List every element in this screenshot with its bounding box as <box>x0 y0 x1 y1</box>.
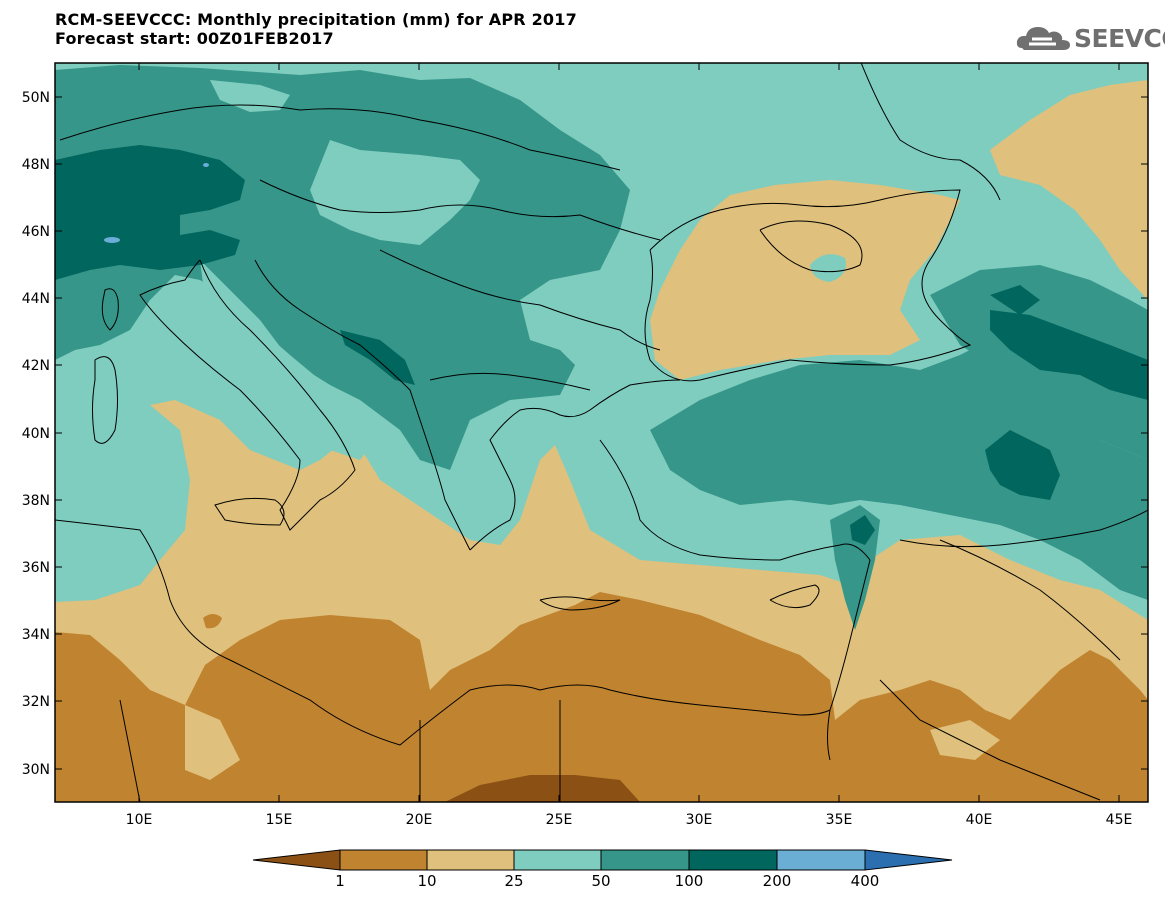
coast-corsica <box>101 288 119 331</box>
field-10-25-northeast <box>990 80 1148 300</box>
field-100-200-alps <box>55 145 245 280</box>
field-50-100-turkey <box>650 340 1148 600</box>
lon-label: 30E <box>686 812 713 828</box>
title-line-1: RCM-SEEVCCC: Monthly precipitation (mm) … <box>55 10 577 29</box>
field-100-200-dinaric <box>340 330 415 385</box>
coast-adriatic-east <box>254 259 471 551</box>
map-title: RCM-SEEVCCC: Monthly precipitation (mm) … <box>55 10 577 48</box>
colorbar-segment <box>600 849 690 871</box>
lon-label: 15E <box>266 812 293 828</box>
lat-label: 30N <box>22 762 50 778</box>
colorbar-label: 25 <box>504 872 524 890</box>
coast-levant <box>827 559 871 761</box>
border-2 <box>259 179 661 241</box>
colorbar-high-arrow <box>864 849 953 871</box>
colorbar-segment <box>513 849 602 871</box>
field-100-200-caucasus-north <box>990 285 1040 315</box>
lon-label: 40E <box>966 812 993 828</box>
lat-label: 44N <box>22 291 50 307</box>
colorbar-segment <box>426 849 515 871</box>
longitude-labels: 10E 15E 20E 25E 30E 35E 40E 45E <box>126 812 1133 828</box>
coast-black-sea <box>644 189 972 382</box>
coast-turkey-south <box>599 439 871 561</box>
colorbar-label: 400 <box>850 872 880 890</box>
coast-cyprus <box>769 584 820 609</box>
field-below-1 <box>445 775 640 802</box>
coastlines-borders <box>55 63 1148 802</box>
colorbar-label: 200 <box>762 872 792 890</box>
colorbar-label: 100 <box>674 872 704 890</box>
lat-label: 42N <box>22 358 50 374</box>
lon-label: 20E <box>406 812 433 828</box>
lat-label: 32N <box>22 694 50 710</box>
coast-sicily <box>214 497 285 526</box>
coast-crimea <box>759 220 863 273</box>
lon-label: 10E <box>126 812 153 828</box>
title-line-2: Forecast start: 00Z01FEB2017 <box>55 29 334 48</box>
logo-text: SEEVCCC <box>1074 24 1165 53</box>
border-7 <box>939 539 1121 661</box>
field-10-25-black-sea <box>650 180 960 380</box>
field-200-400-tatra-spot <box>203 163 209 167</box>
colorbar-label: 50 <box>591 872 611 890</box>
border-1 <box>59 104 621 171</box>
field-25-50-italy <box>200 260 375 460</box>
colorbar <box>252 849 953 871</box>
field-100-200-east-turkey <box>985 430 1060 500</box>
lon-label: 45E <box>1106 812 1133 828</box>
cloud-logo-icon <box>1016 27 1070 50</box>
lat-label: 46N <box>22 224 50 240</box>
field-1-10-africa <box>55 592 1148 802</box>
coast-crete <box>539 596 621 611</box>
border-8 <box>119 699 561 802</box>
colorbar-label: 1 <box>335 872 345 890</box>
field-10-25-arabia-spot <box>930 720 1000 760</box>
longitude-axis <box>138 63 1120 802</box>
border-3 <box>379 249 661 351</box>
lat-label: 48N <box>22 157 50 173</box>
lat-label: 36N <box>22 560 50 576</box>
border-5 <box>860 63 1001 201</box>
colorbar-segment <box>688 849 778 871</box>
colorbar-label: 10 <box>417 872 437 890</box>
colorbar-low-arrow <box>252 849 341 871</box>
lon-label: 35E <box>826 812 853 828</box>
lat-label: 38N <box>22 493 50 509</box>
colorbar-segment <box>776 849 866 871</box>
lat-label: 50N <box>22 90 50 106</box>
field-200-400-alps-spot <box>104 237 120 243</box>
border-4 <box>429 372 591 391</box>
field-100-200-hatay <box>850 515 875 545</box>
lon-label: 25E <box>546 812 573 828</box>
coast-sardinia <box>92 356 118 444</box>
seevccc-logo: SEEVCCC <box>1016 20 1165 60</box>
colorbar-segment <box>339 849 428 871</box>
field-25-50-crimea-spot <box>810 254 846 282</box>
latitude-axis <box>55 96 1148 770</box>
lat-label: 40N <box>22 426 50 442</box>
field-25-50-alps-north <box>210 80 290 112</box>
precipitation-fields <box>55 63 1148 802</box>
border-9 <box>899 509 1148 548</box>
coast-greece <box>469 379 681 551</box>
coast-italy <box>139 259 356 531</box>
lat-label: 34N <box>22 627 50 643</box>
field-10-25-libya-spot <box>185 705 240 780</box>
coast-north-africa <box>55 519 831 746</box>
field-1-10-tunisia-spot <box>203 614 222 629</box>
field-100-200-georgia <box>990 310 1148 400</box>
latitude-labels: 30N 32N 34N 36N 38N 40N 42N 44N 46N 48N … <box>22 90 50 778</box>
field-25-50-hungary <box>310 140 480 245</box>
border-6 <box>879 679 1101 801</box>
